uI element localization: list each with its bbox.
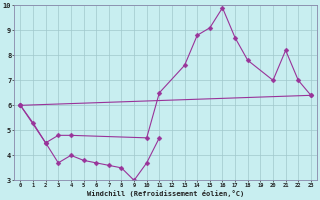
X-axis label: Windchill (Refroidissement éolien,°C): Windchill (Refroidissement éolien,°C) [87,190,244,197]
